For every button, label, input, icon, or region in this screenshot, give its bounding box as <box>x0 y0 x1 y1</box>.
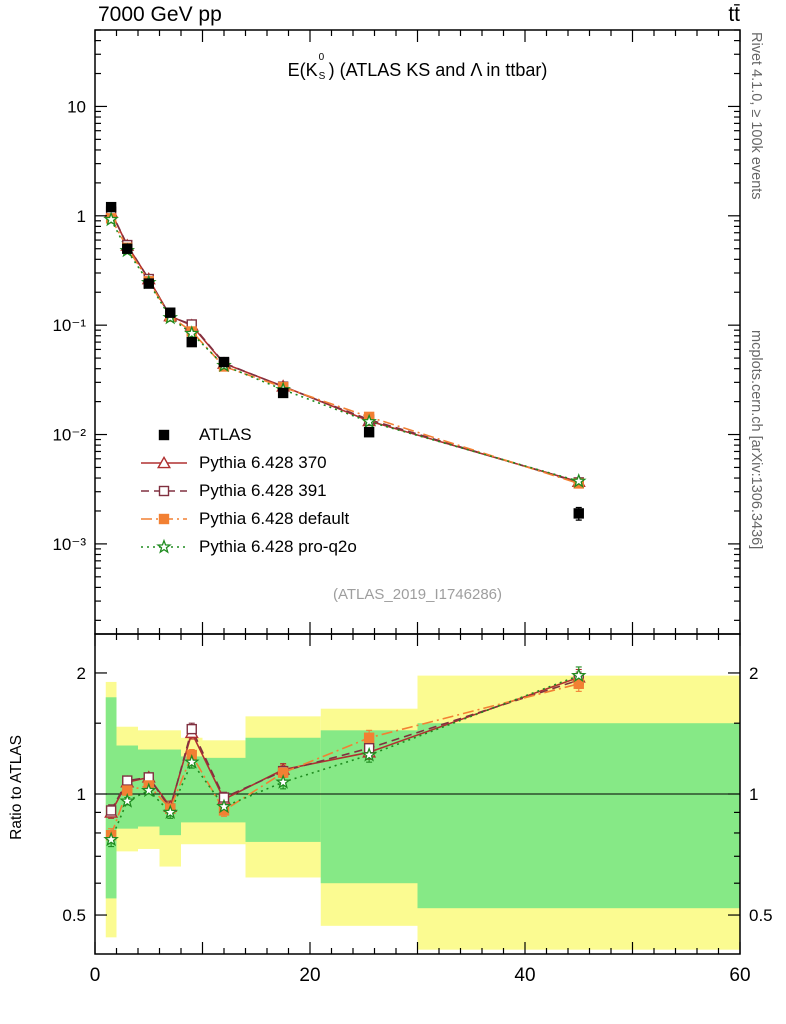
legend-item-atlas: ATLAS <box>138 421 357 449</box>
legend-label: Pythia 6.428 370 <box>199 453 327 472</box>
legend-label: Pythia 6.428 391 <box>199 481 327 500</box>
svg-text:0: 0 <box>90 965 101 986</box>
svg-text:60: 60 <box>729 965 750 986</box>
legend-item-pythia-6-428-default: Pythia 6.428 default <box>138 505 357 533</box>
legend-item-pythia-6-428-pro-q2o: Pythia 6.428 pro-q2o <box>138 533 357 561</box>
svg-text:10⁻²: 10⁻² <box>52 426 86 445</box>
plot-title: E(K 0 S) (ATLAS KS and Λ in ttbar) <box>95 52 740 82</box>
legend-marker-icon <box>158 429 170 441</box>
legend-marker-icon <box>141 455 187 469</box>
svg-text:1: 1 <box>749 785 758 804</box>
legend-item-pythia-6-428-391: Pythia 6.428 391 <box>138 477 357 505</box>
svg-text:10: 10 <box>67 97 86 116</box>
mcplots-arxiv-note: mcplots.cern.ch [arXiv:1306.3436] <box>748 330 764 550</box>
svg-text:40: 40 <box>514 965 535 986</box>
legend-label: ATLAS <box>199 425 252 444</box>
svg-text:20: 20 <box>299 965 320 986</box>
plot-title-sup: 0 <box>318 52 325 63</box>
svg-text:0.5: 0.5 <box>62 906 86 925</box>
legend-item-pythia-6-428-370: Pythia 6.428 370 <box>138 449 357 477</box>
header-beam: 7000 GeV pp <box>98 3 222 26</box>
legend-marker-icon <box>141 538 187 554</box>
legend: ATLAS Pythia 6.428 370 Pythia 6.428 391 Pyt… <box>138 421 357 561</box>
svg-text:2: 2 <box>77 664 86 683</box>
rivet-version-note: Rivet 4.1.0, ≥ 100k events <box>748 32 764 200</box>
legend-marker-icon <box>141 513 187 525</box>
plot-title-sub: S <box>318 71 326 82</box>
svg-text:10⁻¹: 10⁻¹ <box>52 316 86 335</box>
analysis-watermark: (ATLAS_2019_I1746286) <box>332 586 502 603</box>
svg-text:2: 2 <box>749 664 758 683</box>
svg-text:0.5: 0.5 <box>749 906 773 925</box>
header-process: tt̄ <box>728 3 740 26</box>
plot-title-prefix: E(K <box>287 60 318 80</box>
legend-label: Pythia 6.428 pro-q2o <box>199 537 357 556</box>
plot-title-suffix: ) (ATLAS KS and Λ in ttbar) <box>328 60 548 80</box>
legend-marker-icon <box>141 485 187 497</box>
ratio-axis-label: Ratio to ATLAS <box>8 735 25 840</box>
svg-text:10⁻³: 10⁻³ <box>52 535 86 554</box>
legend-label: Pythia 6.428 default <box>199 509 350 528</box>
svg-text:1: 1 <box>77 785 86 804</box>
svg-text:1: 1 <box>77 207 86 226</box>
